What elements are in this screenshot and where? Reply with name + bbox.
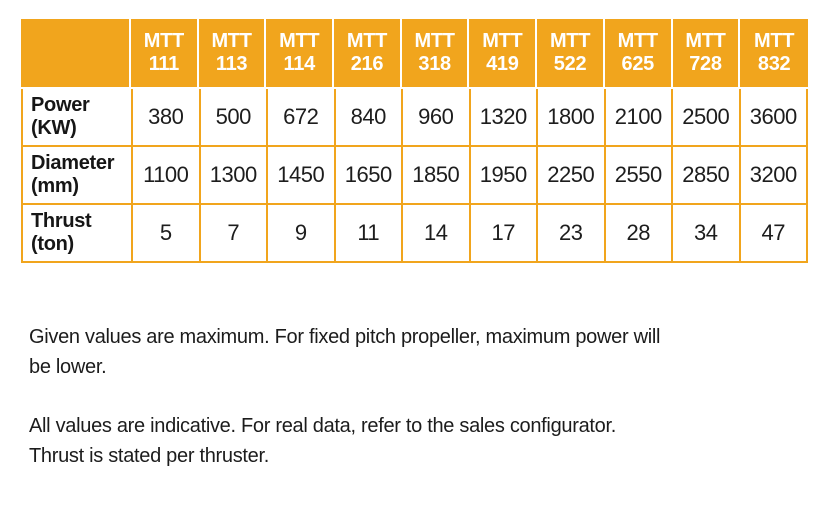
column-header-mtt-216: MTT 216	[334, 19, 402, 87]
column-header-model: 728	[689, 53, 722, 75]
column-header-mtt-625: MTT 625	[605, 19, 673, 87]
cell-power-mtt-832: 3600	[740, 89, 806, 145]
column-header-series: MTT	[482, 30, 523, 52]
column-header-model: 522	[553, 53, 587, 75]
table-header-row: MTT 111 MTT 113 MTT 114 MTT 216 MTT 318 MTT 419 MTT 5…	[21, 19, 808, 87]
cell-power-mtt-728: 2500	[673, 89, 739, 145]
column-header-series: MTT	[143, 30, 185, 52]
note-line: Given values are maximum. For fixed pitc…	[29, 326, 661, 348]
cell-power-mtt-216: 840	[335, 89, 401, 145]
column-header-model: 625	[621, 53, 655, 75]
row-label-thrust: Thrust (ton)	[23, 205, 131, 261]
note-line: Thrust is stated per thruster.	[29, 445, 269, 467]
cell-thrust-mtt-113: 7	[200, 205, 266, 261]
cell-diameter-mtt-522: 2250	[538, 147, 604, 203]
note-line: be lower.	[29, 356, 107, 378]
column-header-mtt-113: MTT 113	[199, 19, 267, 87]
column-header-mtt-832: MTT 832	[740, 19, 808, 87]
column-header-mtt-114: MTT 114	[266, 19, 335, 87]
cell-power-mtt-318: 960	[403, 89, 469, 145]
column-header-mtt-111: MTT 111	[131, 19, 199, 87]
cell-thrust-mtt-522: 23	[538, 205, 604, 261]
thruster-specification-table: MTT 111 MTT 113 MTT 114 MTT 216 MTT 318 MTT 419 MTT 5…	[21, 19, 808, 263]
column-header-model: 832	[757, 53, 791, 75]
cell-thrust-mtt-419: 17	[470, 205, 536, 261]
cell-thrust-mtt-625: 28	[605, 205, 671, 261]
cell-power-mtt-419: 1320	[470, 89, 536, 145]
note-line: All values are indicative. For real data…	[29, 415, 617, 437]
cell-diameter-mtt-728: 2850	[673, 147, 739, 203]
cell-diameter-mtt-114: 1450	[268, 147, 334, 203]
column-header-model: 318	[418, 53, 451, 75]
cell-diameter-mtt-111: 1100	[133, 147, 199, 203]
cell-power-mtt-114: 672	[268, 89, 334, 145]
footnotes: Given values are maximum. For fixed pitc…	[29, 322, 749, 500]
cell-thrust-mtt-111: 5	[133, 205, 199, 261]
column-header-model: 114	[283, 53, 316, 75]
row-label-name: Diameter	[31, 152, 115, 174]
column-header-series: MTT	[346, 30, 388, 52]
cell-diameter-mtt-419: 1950	[470, 147, 536, 203]
cell-thrust-mtt-728: 34	[673, 205, 739, 261]
cell-power-mtt-113: 500	[200, 89, 266, 145]
cell-diameter-mtt-318: 1850	[403, 147, 469, 203]
cell-thrust-mtt-832: 47	[740, 205, 806, 261]
column-header-series: MTT	[414, 30, 456, 52]
column-header-series: MTT	[549, 30, 591, 52]
row-label-power: Power (KW)	[23, 89, 131, 145]
note-indicative-values: All values are indicative. For real data…	[29, 411, 749, 471]
column-header-mtt-419: MTT 419	[469, 19, 538, 87]
cell-thrust-mtt-114: 9	[268, 205, 334, 261]
cell-thrust-mtt-216: 11	[335, 205, 401, 261]
cell-thrust-mtt-318: 14	[403, 205, 469, 261]
cell-power-mtt-111: 380	[133, 89, 199, 145]
column-header-series: MTT	[617, 30, 659, 52]
column-header-model: 216	[350, 53, 384, 75]
cell-diameter-mtt-625: 2550	[605, 147, 671, 203]
cell-diameter-mtt-832: 3200	[740, 147, 806, 203]
cell-power-mtt-522: 1800	[538, 89, 604, 145]
row-label-unit: (KW)	[31, 117, 77, 139]
cell-diameter-mtt-113: 1300	[200, 147, 266, 203]
row-label-name: Power	[31, 94, 90, 116]
table-body: Power (KW) 380 500 672 840 960 1320 1800 2100 2500…	[21, 89, 808, 263]
row-label-diameter: Diameter (mm)	[23, 147, 131, 203]
column-header-mtt-522: MTT 522	[537, 19, 605, 87]
table-corner-cell	[21, 19, 131, 87]
row-label-name: Thrust	[31, 210, 92, 232]
column-header-mtt-728: MTT 728	[673, 19, 741, 87]
column-header-model: 419	[486, 53, 519, 75]
note-maximum-power: Given values are maximum. For fixed pitc…	[29, 322, 749, 382]
column-header-model: 113	[215, 53, 248, 75]
cell-power-mtt-625: 2100	[605, 89, 671, 145]
cell-diameter-mtt-216: 1650	[335, 147, 401, 203]
column-header-model: 111	[148, 53, 180, 75]
column-header-series: MTT	[279, 30, 320, 52]
row-label-unit: (ton)	[31, 233, 74, 255]
column-header-series: MTT	[754, 30, 795, 52]
column-header-series: MTT	[211, 30, 252, 52]
row-label-unit: (mm)	[31, 175, 79, 197]
column-header-series: MTT	[685, 30, 726, 52]
column-header-mtt-318: MTT 318	[402, 19, 470, 87]
